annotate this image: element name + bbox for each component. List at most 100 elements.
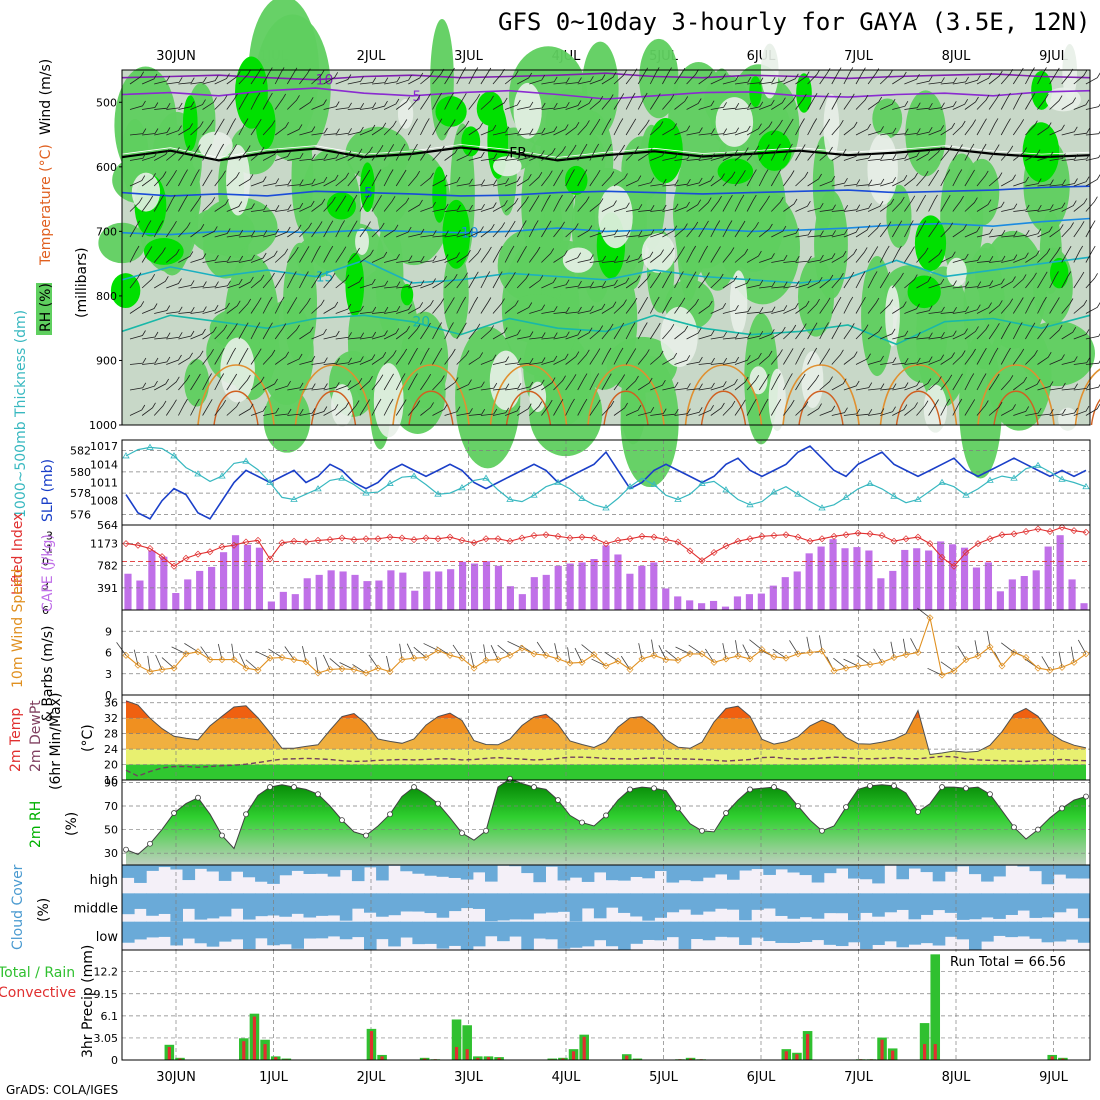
cloud-bar bbox=[218, 893, 232, 917]
wind-barb bbox=[129, 330, 146, 340]
cape-bar bbox=[267, 601, 275, 610]
cloud-bar bbox=[593, 865, 607, 873]
wind-barb bbox=[807, 230, 824, 238]
precip-tick: 9.15 bbox=[94, 988, 119, 1001]
wind-barb bbox=[843, 93, 855, 110]
wind-barb bbox=[1049, 354, 1065, 365]
wind-barb bbox=[916, 305, 933, 314]
wind-barb bbox=[698, 272, 710, 289]
wind-barb bbox=[868, 408, 885, 416]
wind-barb bbox=[1073, 127, 1091, 136]
wind-barb bbox=[553, 169, 564, 187]
cloud-bar bbox=[799, 865, 813, 876]
rh-saturated-area bbox=[648, 118, 683, 184]
wind-barb bbox=[165, 169, 177, 187]
cape-bar bbox=[482, 561, 491, 610]
cloud-bar bbox=[255, 921, 268, 939]
wind-barb bbox=[1049, 382, 1066, 391]
wind-barb bbox=[658, 645, 667, 660]
wind-barb bbox=[505, 153, 522, 161]
thickness-marker bbox=[242, 457, 250, 464]
wind-barb bbox=[1073, 153, 1091, 161]
wind-barb bbox=[444, 119, 456, 136]
cloud-bar bbox=[654, 865, 667, 872]
wind-barb bbox=[831, 322, 842, 340]
precip-axis-label: 3hr Precip (mm) bbox=[80, 945, 96, 1058]
cloud-bar bbox=[460, 865, 474, 880]
wind-barb bbox=[226, 373, 238, 391]
wind-barb bbox=[226, 255, 244, 263]
cape-bar bbox=[399, 572, 407, 610]
wind-barb bbox=[541, 102, 558, 110]
thickness-line bbox=[125, 446, 1087, 509]
wind-barb bbox=[665, 649, 679, 661]
cloud-bar bbox=[944, 865, 958, 872]
thickness-marker bbox=[530, 491, 538, 498]
precip-convective-bar bbox=[688, 1058, 693, 1060]
cloud-bar bbox=[315, 893, 329, 916]
cloud-bar bbox=[908, 893, 922, 920]
wind-barb bbox=[129, 357, 147, 365]
wind-barb bbox=[650, 121, 664, 136]
wind-barb bbox=[565, 351, 580, 365]
cloud-bar bbox=[739, 921, 752, 945]
wind-speed-marker bbox=[230, 656, 238, 664]
lifted-index-marker bbox=[1046, 527, 1054, 535]
wind-barb bbox=[698, 197, 712, 212]
wind-barb bbox=[649, 67, 660, 85]
lifted-index-marker bbox=[830, 532, 838, 540]
wind-barb bbox=[153, 220, 164, 238]
wind-barb bbox=[541, 126, 558, 136]
wind-speed-axis-label: 10m Wind Speed bbox=[10, 569, 26, 688]
wind-barb bbox=[734, 194, 745, 212]
cloud-bar bbox=[1077, 921, 1091, 943]
wind-speed-marker bbox=[1070, 658, 1078, 666]
wind-barb bbox=[698, 153, 715, 161]
wind-barb bbox=[855, 179, 873, 187]
wind-speed-marker bbox=[926, 614, 934, 622]
wind-barb bbox=[383, 398, 394, 416]
wind-barb bbox=[202, 348, 214, 365]
wind-barb bbox=[638, 177, 655, 187]
wind-barb bbox=[359, 169, 371, 187]
wind-barb bbox=[771, 254, 788, 263]
wind-barb bbox=[492, 407, 510, 416]
wind-barb bbox=[734, 147, 749, 161]
wind-barb bbox=[396, 255, 413, 263]
wind-barb bbox=[589, 325, 604, 340]
wind-barb bbox=[1049, 271, 1059, 289]
wind-barb bbox=[1012, 322, 1023, 340]
wind-barb bbox=[153, 400, 167, 416]
wind-barb bbox=[940, 122, 956, 136]
wind-barb bbox=[577, 327, 593, 340]
isotherm-line bbox=[121, 314, 1091, 346]
wind-barb bbox=[734, 355, 751, 365]
rh-moist-area bbox=[693, 155, 742, 291]
wind-barb bbox=[178, 123, 193, 136]
cloud-bar bbox=[811, 865, 825, 883]
wind-barb bbox=[613, 374, 626, 391]
cape-bar bbox=[387, 570, 395, 610]
wind-speed-marker bbox=[650, 651, 658, 659]
wind-barb bbox=[444, 273, 458, 289]
wind-barb bbox=[927, 667, 943, 676]
temp-tick: 16 bbox=[104, 774, 118, 787]
lifted-index-marker bbox=[794, 533, 802, 541]
cape-bar bbox=[1044, 546, 1052, 610]
cape-bar bbox=[781, 577, 789, 610]
wind-barb bbox=[517, 331, 534, 340]
rh-marker bbox=[891, 783, 897, 789]
rh-marker bbox=[939, 784, 945, 790]
cape-bar bbox=[243, 544, 252, 610]
wind-barb bbox=[892, 382, 909, 391]
rh-marker bbox=[579, 819, 585, 826]
wind-barb bbox=[383, 120, 397, 136]
warm-contour bbox=[408, 390, 454, 426]
precip-convective-bar bbox=[891, 1050, 895, 1060]
warm-contour bbox=[782, 364, 860, 426]
wind-barb bbox=[613, 402, 628, 416]
wind-barb bbox=[638, 229, 655, 238]
thickness-marker bbox=[1058, 475, 1066, 482]
wind-barb bbox=[734, 248, 749, 263]
wind-barb bbox=[892, 174, 908, 187]
